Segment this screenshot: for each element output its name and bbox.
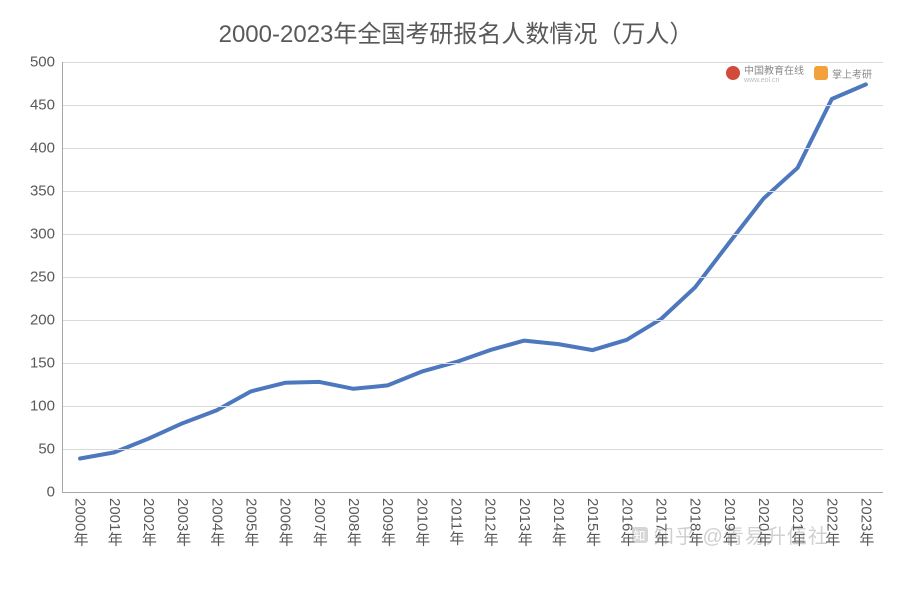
y-tick-label: 0	[47, 484, 63, 501]
plot-area: 0501001502002503003504004505002000年2001年…	[62, 62, 883, 493]
y-tick-label: 250	[30, 269, 63, 286]
x-tick-label: 2003年	[172, 498, 193, 546]
y-tick-label: 450	[30, 97, 63, 114]
x-tick-label: 2004年	[206, 498, 227, 546]
y-tick-label: 500	[30, 54, 63, 71]
x-tick-label: 2013年	[514, 498, 535, 546]
x-tick-label: 2010年	[411, 498, 432, 546]
watermark-text: 知乎 @青易升值社	[654, 520, 829, 549]
x-tick-label: 2000年	[70, 498, 91, 546]
x-tick-label: 2001年	[104, 498, 125, 546]
chart-container: 2000-2023年全国考研报名人数情况（万人） 中国教育在线www.eol.c…	[0, 0, 912, 590]
y-tick-label: 300	[30, 226, 63, 243]
x-tick-label: 2014年	[548, 498, 569, 546]
x-tick-label: 2005年	[240, 498, 261, 546]
x-tick-label: 2015年	[582, 498, 603, 546]
x-tick-label: 2023年	[855, 498, 876, 546]
x-tick-label: 2006年	[275, 498, 296, 546]
y-tick-label: 350	[30, 183, 63, 200]
x-tick-label: 2012年	[480, 498, 501, 546]
x-tick-label: 2007年	[309, 498, 330, 546]
x-tick-label: 2009年	[377, 498, 398, 546]
y-tick-label: 400	[30, 140, 63, 157]
svg-text:知: 知	[633, 529, 646, 543]
line-series	[63, 62, 883, 492]
x-tick-label: 2008年	[343, 498, 364, 546]
y-tick-label: 50	[38, 441, 63, 458]
x-tick-label: 2011年	[445, 498, 466, 545]
y-tick-label: 150	[30, 355, 63, 372]
y-tick-label: 200	[30, 312, 63, 329]
chart-title: 2000-2023年全国考研报名人数情况（万人）	[0, 0, 912, 49]
watermark: 知 知乎 @青易升值社	[630, 520, 829, 549]
y-tick-label: 100	[30, 398, 63, 415]
x-tick-label: 2002年	[138, 498, 159, 546]
